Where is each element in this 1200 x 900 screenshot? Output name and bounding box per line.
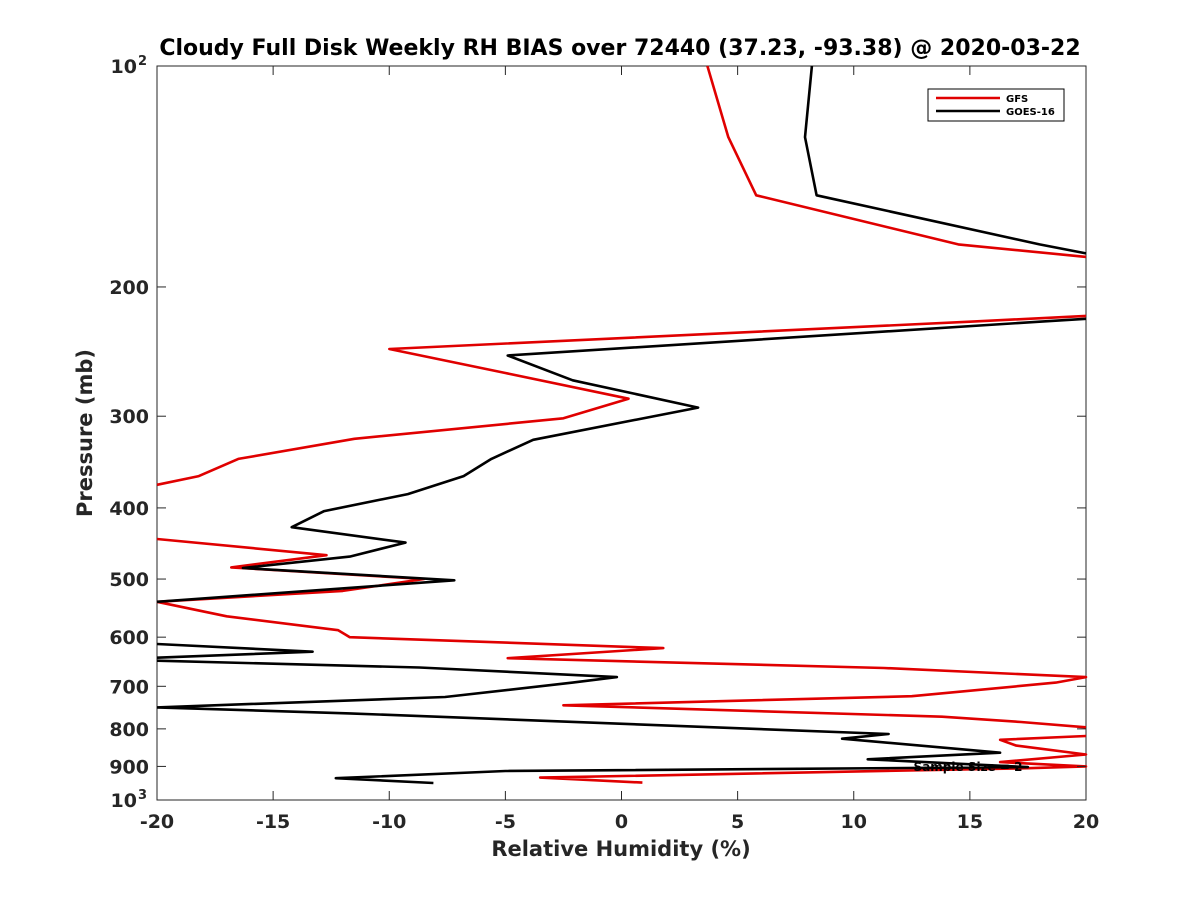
legend: GFS GOES-16 [927,88,1065,122]
x-tick-label: 20 [1073,811,1099,833]
y-tick-label: 800 [109,719,149,741]
x-tick-label: 10 [841,811,867,833]
x-tick-label: -5 [495,811,516,833]
y-tick-label: 900 [109,756,149,778]
x-axis-label: Relative Humidity (%) [491,837,750,861]
sample-size-annotation: Sample Size = 2 [914,760,1023,774]
y-tick-label: 10 [111,56,137,78]
x-tick-label: -20 [140,811,174,833]
x-tick-label: -10 [372,811,406,833]
y-tick-label: 700 [109,676,149,698]
x-tick-label: 0 [615,811,628,833]
y-tick-exponent: 3 [138,788,147,803]
legend-label-goes16: GOES-16 [1006,107,1055,118]
y-axis-label: Pressure (mb) [73,349,97,517]
y-tick-label: 600 [109,627,149,649]
series-layer [156,65,1088,785]
chart-title: Cloudy Full Disk Weekly RH BIAS over 724… [159,36,1080,61]
y-tick-exponent: 2 [138,54,147,69]
y-tick-label: 10 [111,790,137,812]
x-tick-label: 5 [731,811,744,833]
x-tick-label: 15 [957,811,983,833]
legend-label-gfs: GFS [1006,94,1028,105]
y-tick-label: 300 [109,406,149,428]
plot-area [156,65,1087,801]
legend-box [927,88,1065,122]
y-tick-label: 400 [109,498,149,520]
y-tick-label: 200 [109,277,149,299]
x-tick-label: -15 [256,811,290,833]
series-line-goes-16 [156,65,1087,785]
y-tick-label: 500 [109,569,149,591]
